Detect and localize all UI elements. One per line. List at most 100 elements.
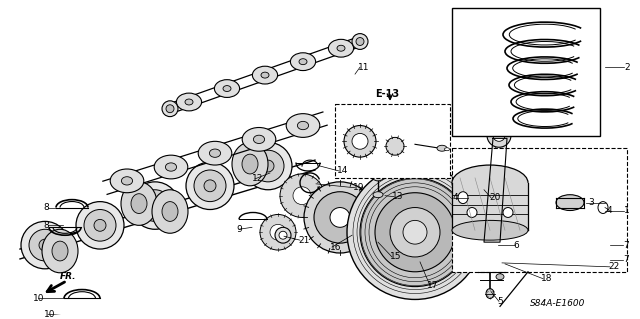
Bar <box>335 104 450 178</box>
Ellipse shape <box>304 182 376 253</box>
Ellipse shape <box>252 150 284 182</box>
Text: 1: 1 <box>624 206 630 215</box>
Ellipse shape <box>204 180 216 192</box>
Ellipse shape <box>209 149 221 157</box>
Ellipse shape <box>21 221 69 269</box>
Ellipse shape <box>374 169 382 177</box>
Ellipse shape <box>373 192 383 198</box>
Ellipse shape <box>598 202 608 213</box>
Ellipse shape <box>370 165 386 181</box>
Ellipse shape <box>437 145 447 151</box>
Ellipse shape <box>177 93 202 111</box>
Ellipse shape <box>497 252 503 258</box>
Text: 16: 16 <box>330 242 342 252</box>
Ellipse shape <box>185 99 193 105</box>
Ellipse shape <box>503 208 513 218</box>
Ellipse shape <box>166 105 174 113</box>
Ellipse shape <box>496 274 504 280</box>
Ellipse shape <box>452 220 528 240</box>
Ellipse shape <box>293 187 311 204</box>
Ellipse shape <box>76 202 124 249</box>
Ellipse shape <box>486 289 494 299</box>
Ellipse shape <box>242 154 258 174</box>
Ellipse shape <box>42 229 78 273</box>
Ellipse shape <box>270 224 286 240</box>
Bar <box>452 8 600 137</box>
Bar <box>481 253 489 261</box>
Ellipse shape <box>121 182 157 225</box>
Ellipse shape <box>244 142 292 190</box>
Ellipse shape <box>110 169 144 193</box>
Ellipse shape <box>165 163 177 171</box>
Text: 8: 8 <box>43 221 49 230</box>
Ellipse shape <box>493 248 507 262</box>
Ellipse shape <box>390 208 440 257</box>
Ellipse shape <box>39 239 51 251</box>
Ellipse shape <box>214 80 239 97</box>
Ellipse shape <box>386 137 404 155</box>
Ellipse shape <box>403 220 427 244</box>
Ellipse shape <box>131 182 179 229</box>
Text: 17: 17 <box>427 281 438 290</box>
Ellipse shape <box>352 33 368 49</box>
Text: 7: 7 <box>623 256 628 264</box>
Ellipse shape <box>279 231 287 239</box>
Text: 5: 5 <box>497 297 503 306</box>
Ellipse shape <box>253 135 264 144</box>
Ellipse shape <box>52 241 68 261</box>
Text: 13: 13 <box>392 192 403 201</box>
Ellipse shape <box>242 128 276 151</box>
Ellipse shape <box>139 190 171 221</box>
Text: E-13: E-13 <box>375 89 399 99</box>
Ellipse shape <box>94 219 106 231</box>
Text: FR.: FR. <box>60 272 77 281</box>
Ellipse shape <box>194 170 226 202</box>
Ellipse shape <box>186 162 234 210</box>
Ellipse shape <box>337 45 345 51</box>
Text: 12: 12 <box>252 174 264 183</box>
Ellipse shape <box>344 125 376 157</box>
Ellipse shape <box>352 133 368 149</box>
Ellipse shape <box>493 130 505 141</box>
Text: 4: 4 <box>453 193 459 202</box>
Ellipse shape <box>556 195 584 211</box>
Ellipse shape <box>347 165 483 300</box>
Ellipse shape <box>299 59 307 65</box>
Ellipse shape <box>261 72 269 78</box>
Ellipse shape <box>314 192 366 243</box>
Ellipse shape <box>275 227 291 243</box>
Ellipse shape <box>375 193 455 272</box>
Ellipse shape <box>483 238 497 252</box>
Ellipse shape <box>252 66 278 84</box>
Text: 14: 14 <box>337 167 348 175</box>
Text: 10: 10 <box>33 294 45 303</box>
Polygon shape <box>452 183 528 230</box>
Ellipse shape <box>458 192 468 204</box>
Text: 18: 18 <box>541 274 552 283</box>
Text: 10: 10 <box>44 310 56 319</box>
Text: 4: 4 <box>607 206 612 215</box>
Ellipse shape <box>467 208 477 218</box>
Ellipse shape <box>356 38 364 46</box>
Ellipse shape <box>280 174 324 218</box>
Ellipse shape <box>452 165 528 201</box>
Ellipse shape <box>262 160 274 172</box>
Ellipse shape <box>122 177 132 185</box>
Ellipse shape <box>154 155 188 179</box>
Ellipse shape <box>152 190 188 233</box>
Ellipse shape <box>162 101 178 117</box>
Text: 6: 6 <box>513 241 519 249</box>
Ellipse shape <box>232 142 268 186</box>
Text: 11: 11 <box>358 63 369 72</box>
Ellipse shape <box>474 229 506 261</box>
Ellipse shape <box>445 148 449 151</box>
Text: 9: 9 <box>236 225 242 234</box>
Text: 20: 20 <box>489 193 500 202</box>
Ellipse shape <box>286 114 320 137</box>
Text: 8: 8 <box>43 203 49 212</box>
Ellipse shape <box>198 141 232 165</box>
Ellipse shape <box>360 178 470 286</box>
Ellipse shape <box>260 214 296 250</box>
Polygon shape <box>484 138 507 242</box>
Text: 15: 15 <box>390 252 401 262</box>
